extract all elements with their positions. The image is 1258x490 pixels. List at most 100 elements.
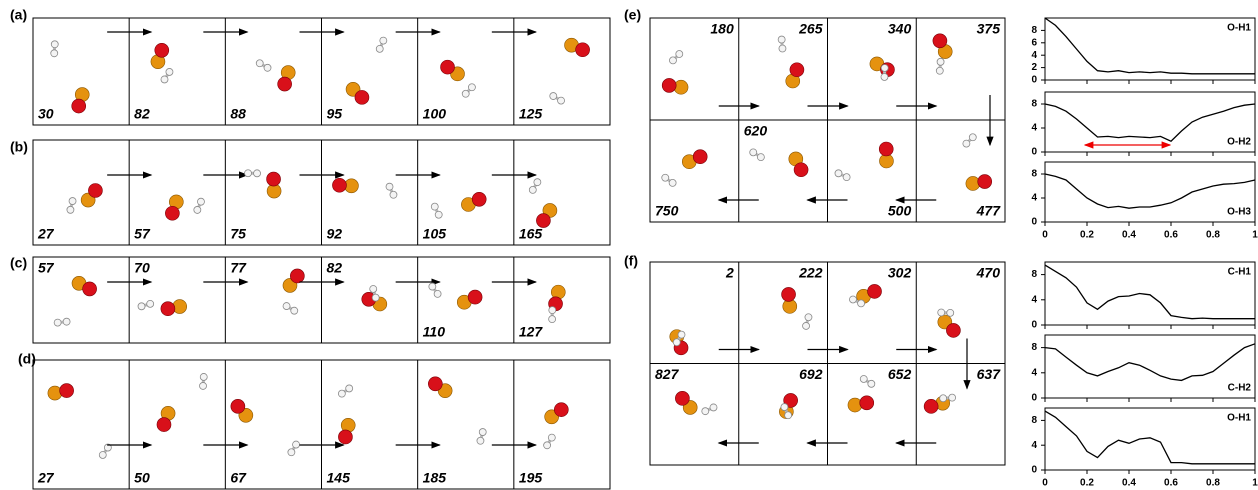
frame-time: 637 <box>977 366 1002 382</box>
atom-oxygen <box>468 290 482 304</box>
atom-hydrogen <box>549 307 556 314</box>
y-tick-label: 4 <box>1031 367 1037 378</box>
frame-time: 88 <box>230 106 246 122</box>
data-line <box>1045 18 1255 74</box>
frame-time: 27 <box>37 470 55 486</box>
y-tick-label: 4 <box>1031 123 1037 134</box>
atom-hydrogen <box>138 303 145 310</box>
atom-hydrogen <box>477 437 484 444</box>
atom-oxygen <box>472 192 486 206</box>
x-tick-label: 0.8 <box>1206 230 1220 241</box>
atom-oxygen <box>879 142 893 156</box>
plot-frame <box>1045 162 1255 222</box>
atom-oxygen <box>83 282 97 296</box>
atom-hydrogen <box>938 309 945 316</box>
atom-hydrogen <box>949 394 956 401</box>
atom-hydrogen <box>936 67 943 74</box>
atom-oxygen <box>924 399 938 413</box>
atom-hydrogen <box>256 60 263 67</box>
x-tick-label: 0 <box>1042 230 1048 241</box>
atom-hydrogen <box>849 296 856 303</box>
atom-hydrogen <box>194 206 201 213</box>
atom-oxygen <box>161 302 175 316</box>
y-tick-label: 0 <box>1031 320 1037 331</box>
frame-time: 77 <box>230 260 247 276</box>
atom-hydrogen <box>346 385 353 392</box>
frame-time: 92 <box>327 226 343 242</box>
atom-hydrogen <box>676 51 683 58</box>
atom-hydrogen <box>785 412 792 419</box>
atom-oxygen <box>338 430 352 444</box>
atom-hydrogen <box>673 339 680 346</box>
data-line <box>1045 104 1255 141</box>
plot-frame <box>1045 335 1255 398</box>
atom-hydrogen <box>881 64 888 71</box>
frame-time: 145 <box>327 470 351 486</box>
atom-hydrogen <box>779 45 786 52</box>
y-tick-label: 2 <box>1031 62 1037 73</box>
y-tick-label: 8 <box>1031 415 1037 426</box>
panel-label: (e) <box>624 7 641 23</box>
atom-oxygen <box>60 384 74 398</box>
atom-hydrogen <box>147 300 154 307</box>
atom-oxygen <box>290 269 304 283</box>
atom-hydrogen <box>778 36 785 43</box>
atom-hydrogen <box>969 134 976 141</box>
y-tick-label: 8 <box>1031 342 1037 353</box>
y-tick-label: 4 <box>1031 440 1037 451</box>
frame-time: 30 <box>38 106 54 122</box>
y-tick-label: 4 <box>1031 50 1037 61</box>
atom-oxygen <box>157 418 171 432</box>
atom-oxygen <box>441 60 455 74</box>
x-tick-label: 0.2 <box>1080 230 1094 241</box>
frame-time: 57 <box>134 226 151 242</box>
atom-hydrogen <box>288 449 295 456</box>
frame-time: 127 <box>519 324 544 340</box>
atom-oxygen <box>278 77 292 91</box>
frame-time: 50 <box>134 470 150 486</box>
atom-hydrogen <box>372 294 379 301</box>
atom-hydrogen <box>338 390 345 397</box>
atom-oxygen <box>978 175 992 189</box>
atom-hydrogen <box>835 170 842 177</box>
panel-label: (b) <box>10 139 28 155</box>
frame-time: 2 <box>725 265 734 281</box>
atom-hydrogen <box>558 97 565 104</box>
frame-time: 100 <box>423 106 447 122</box>
frame-time: 470 <box>976 265 1001 281</box>
atom-hydrogen <box>881 73 888 80</box>
y-tick-label: 0 <box>1031 217 1037 228</box>
x-tick-label: 0.4 <box>1122 478 1136 489</box>
atom-hydrogen <box>669 179 676 186</box>
atom-oxygen <box>332 178 346 192</box>
plot-frame <box>1045 408 1255 470</box>
y-tick-label: 8 <box>1031 25 1037 36</box>
x-tick-label: 0.2 <box>1080 478 1094 489</box>
plot-annotation: O-H2 <box>1227 137 1251 148</box>
atom-hydrogen <box>843 174 850 181</box>
figure: (a)30828895100125(b)27577592105165(c)577… <box>0 0 1258 490</box>
frame-time: 165 <box>519 226 543 242</box>
atom-hydrogen <box>67 206 74 213</box>
atom-hydrogen <box>805 314 812 321</box>
atom-hydrogen <box>283 303 290 310</box>
atom-hydrogen <box>710 404 717 411</box>
atom-hydrogen <box>549 316 556 323</box>
atom-oxygen <box>868 284 882 298</box>
atom-hydrogen <box>63 318 70 325</box>
atom-hydrogen <box>99 451 106 458</box>
atom-hydrogen <box>702 408 709 415</box>
atom-hydrogen <box>750 149 757 156</box>
atom-hydrogen <box>860 375 867 382</box>
atom-oxygen <box>790 63 804 77</box>
atom-hydrogen <box>291 307 298 314</box>
y-tick-label: 4 <box>1031 294 1037 305</box>
frame-time: 82 <box>134 106 150 122</box>
atom-hydrogen <box>529 186 536 193</box>
atom-hydrogen <box>858 300 865 307</box>
y-tick-label: 0 <box>1031 393 1037 404</box>
frame-time: 652 <box>888 366 912 382</box>
atom-oxygen <box>693 150 707 164</box>
data-line <box>1045 174 1255 208</box>
atom-oxygen <box>662 78 676 92</box>
